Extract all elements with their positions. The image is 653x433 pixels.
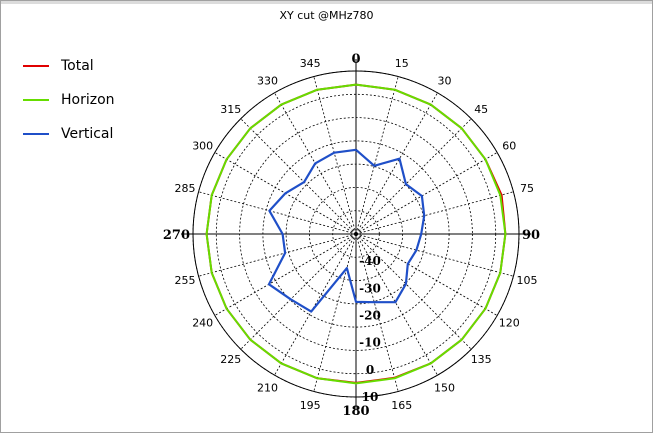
- legend-item-total: Total: [23, 49, 115, 83]
- legend-label-vertical: Vertical: [61, 126, 114, 142]
- grid-spoke: [198, 191, 357, 235]
- grid-spoke: [355, 233, 498, 316]
- angle-tick-label: 120: [499, 317, 520, 330]
- series-line-vertical: [267, 148, 426, 313]
- angle-tick-label: 60: [502, 140, 516, 153]
- angle-tick-label: 45: [474, 103, 488, 116]
- angle-tick-label: 300: [192, 140, 213, 153]
- grid-spoke: [355, 233, 399, 392]
- angle-tick-label: 135: [471, 353, 492, 366]
- angle-tick-label: 210: [257, 381, 278, 394]
- angle-tick-label: 15: [395, 57, 409, 70]
- grid-spoke: [198, 233, 357, 277]
- legend: Total Horizon Vertical: [23, 49, 115, 151]
- legend-item-horizon: Horizon: [23, 83, 115, 117]
- angle-tick-label: 0: [351, 52, 360, 67]
- legend-label-total: Total: [61, 58, 94, 74]
- angle-tick-label: 30: [438, 75, 452, 88]
- angle-tick-label: 180: [342, 404, 369, 419]
- legend-swatch-vertical: [23, 133, 49, 135]
- grid-spoke: [355, 233, 514, 277]
- radial-tick-label: -10: [359, 336, 381, 350]
- angle-tick-label: 165: [391, 399, 412, 412]
- radial-tick-label: -40: [359, 254, 381, 268]
- angle-tick-label: 240: [192, 317, 213, 330]
- angle-tick-label: 75: [520, 182, 534, 195]
- legend-swatch-horizon: [23, 99, 49, 101]
- legend-item-vertical: Vertical: [23, 117, 115, 151]
- grid-spoke: [355, 233, 472, 350]
- window-top-border: [1, 1, 652, 4]
- grid-spoke: [313, 76, 357, 235]
- chart-title: XY cut @MHz780: [279, 9, 374, 22]
- radial-tick-label: 0: [366, 363, 374, 377]
- grid-spoke: [355, 92, 438, 235]
- grid-spoke: [313, 233, 357, 392]
- grid-spoke: [355, 76, 399, 235]
- grid-spoke: [355, 152, 498, 235]
- legend-swatch-total: [23, 65, 49, 67]
- angle-tick-label: 150: [434, 381, 455, 394]
- grid-spoke: [240, 233, 357, 350]
- radial-tick-label: -30: [359, 281, 381, 295]
- series-line-horizon: [205, 83, 507, 385]
- angle-tick-label: 90: [522, 228, 540, 243]
- angle-tick-label: 225: [220, 353, 241, 366]
- angle-tick-label: 330: [257, 75, 278, 88]
- grid-spoke: [355, 233, 438, 376]
- grid-spoke: [355, 191, 514, 235]
- angle-tick-label: 195: [300, 399, 321, 412]
- angle-tick-label: 285: [175, 182, 196, 195]
- radial-tick-label: 10: [362, 390, 379, 404]
- angle-tick-label: 255: [175, 274, 196, 287]
- angle-tick-label: 105: [517, 274, 538, 287]
- legend-label-horizon: Horizon: [61, 92, 115, 108]
- grid-spoke: [274, 233, 357, 376]
- angle-tick-label: 270: [163, 228, 190, 243]
- grid-spoke: [355, 118, 472, 235]
- grid-spoke: [214, 233, 357, 316]
- outer-circle: [192, 70, 520, 398]
- grid-spoke: [240, 118, 357, 235]
- angle-tick-label: 345: [300, 57, 321, 70]
- angle-tick-label: 315: [220, 103, 241, 116]
- radial-tick-label: -20: [359, 309, 381, 323]
